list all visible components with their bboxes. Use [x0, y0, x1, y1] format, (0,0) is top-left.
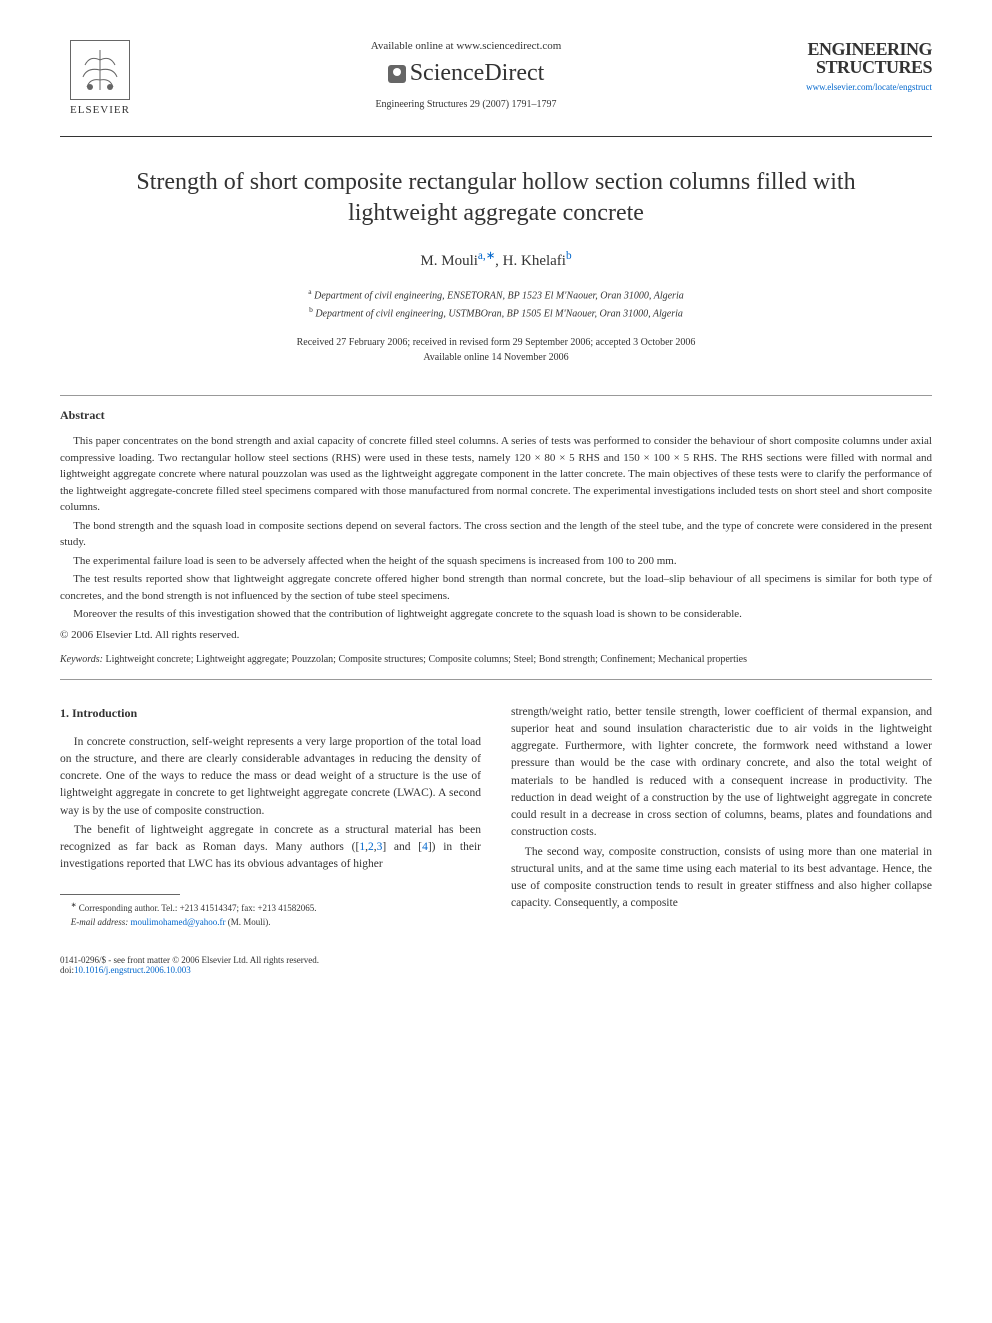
available-online-text: Available online at www.sciencedirect.co…	[140, 40, 792, 52]
author-2-affil-link[interactable]: b	[566, 250, 572, 262]
intro-p3: strength/weight ratio, better tensile st…	[511, 704, 932, 842]
intro-p2: The benefit of lightweight aggregate in …	[60, 822, 481, 874]
keywords-text: Lightweight concrete; Lightweight aggreg…	[103, 654, 747, 665]
abstract-top-rule	[60, 395, 932, 396]
abstract-p2: The bond strength and the squash load in…	[60, 518, 932, 551]
affiliations: a Department of civil engineering, ENSET…	[60, 286, 932, 321]
journal-logo: ENGINEERING STRUCTURES www.elsevier.com/…	[792, 40, 932, 92]
elsevier-logo: ELSEVIER	[60, 40, 140, 116]
center-header: Available online at www.sciencedirect.co…	[140, 40, 792, 110]
header-separator	[60, 136, 932, 137]
journal-url-link[interactable]: www.elsevier.com/locate/engstruct	[792, 82, 932, 92]
abstract-p4: The test results reported show that ligh…	[60, 571, 932, 604]
doi-link[interactable]: 10.1016/j.engstruct.2006.10.003	[74, 965, 191, 975]
keywords-label: Keywords:	[60, 654, 103, 665]
abstract-heading: Abstract	[60, 408, 932, 423]
doi-label: doi:	[60, 965, 74, 975]
author-2: , H. Khelafi	[495, 253, 566, 269]
copyright-line: © 2006 Elsevier Ltd. All rights reserved…	[60, 629, 932, 641]
journal-reference: Engineering Structures 29 (2007) 1791–17…	[140, 99, 792, 110]
sciencedirect-label: ScienceDirect	[410, 60, 545, 87]
sciencedirect-logo: ScienceDirect	[140, 60, 792, 87]
email-footnote: E-mail address: moulimohamed@yahoo.fr (M…	[60, 916, 481, 929]
author-1-affil-link[interactable]: a,∗	[478, 250, 495, 262]
body-columns: 1. Introduction In concrete construction…	[60, 704, 932, 931]
abstract-bottom-rule	[60, 679, 932, 680]
right-column: strength/weight ratio, better tensile st…	[511, 704, 932, 931]
footer-left: 0141-0296/$ - see front matter © 2006 El…	[60, 955, 319, 975]
author-list: M. Moulia,∗, H. Khelafib	[60, 249, 932, 270]
page-footer: 0141-0296/$ - see front matter © 2006 El…	[60, 955, 932, 975]
article-title: Strength of short composite rectangular …	[60, 167, 932, 229]
abstract-p5: Moreover the results of this investigati…	[60, 606, 932, 623]
affiliation-a: Department of civil engineering, ENSETOR…	[314, 291, 684, 302]
dates-received: Received 27 February 2006; received in r…	[60, 335, 932, 350]
journal-title-line1: ENGINEERING	[792, 40, 932, 58]
elsevier-label: ELSEVIER	[60, 104, 140, 116]
left-column: 1. Introduction In concrete construction…	[60, 704, 481, 931]
elsevier-tree-icon	[70, 40, 130, 100]
article-dates: Received 27 February 2006; received in r…	[60, 335, 932, 365]
abstract-p3: The experimental failure load is seen to…	[60, 553, 932, 570]
front-matter-line: 0141-0296/$ - see front matter © 2006 El…	[60, 955, 319, 965]
email-link[interactable]: moulimohamed@yahoo.fr	[130, 917, 225, 927]
intro-heading: 1. Introduction	[60, 704, 481, 722]
author-1: M. Mouli	[420, 253, 478, 269]
intro-p4: The second way, composite construction, …	[511, 844, 932, 913]
corresponding-author-footnote: ∗ Corresponding author. Tel.: +213 41514…	[60, 901, 481, 915]
abstract-p1: This paper concentrates on the bond stre…	[60, 433, 932, 516]
keywords-block: Keywords: Lightweight concrete; Lightwei…	[60, 653, 932, 667]
footnote-separator	[60, 894, 180, 895]
intro-p1: In concrete construction, self-weight re…	[60, 734, 481, 820]
dates-online: Available online 14 November 2006	[60, 350, 932, 365]
sciencedirect-icon	[388, 65, 406, 83]
abstract-body: This paper concentrates on the bond stre…	[60, 433, 932, 623]
journal-title-line2: STRUCTURES	[792, 58, 932, 76]
affiliation-b: Department of civil engineering, USTMBOr…	[315, 308, 683, 319]
page-header: ELSEVIER Available online at www.science…	[60, 40, 932, 116]
